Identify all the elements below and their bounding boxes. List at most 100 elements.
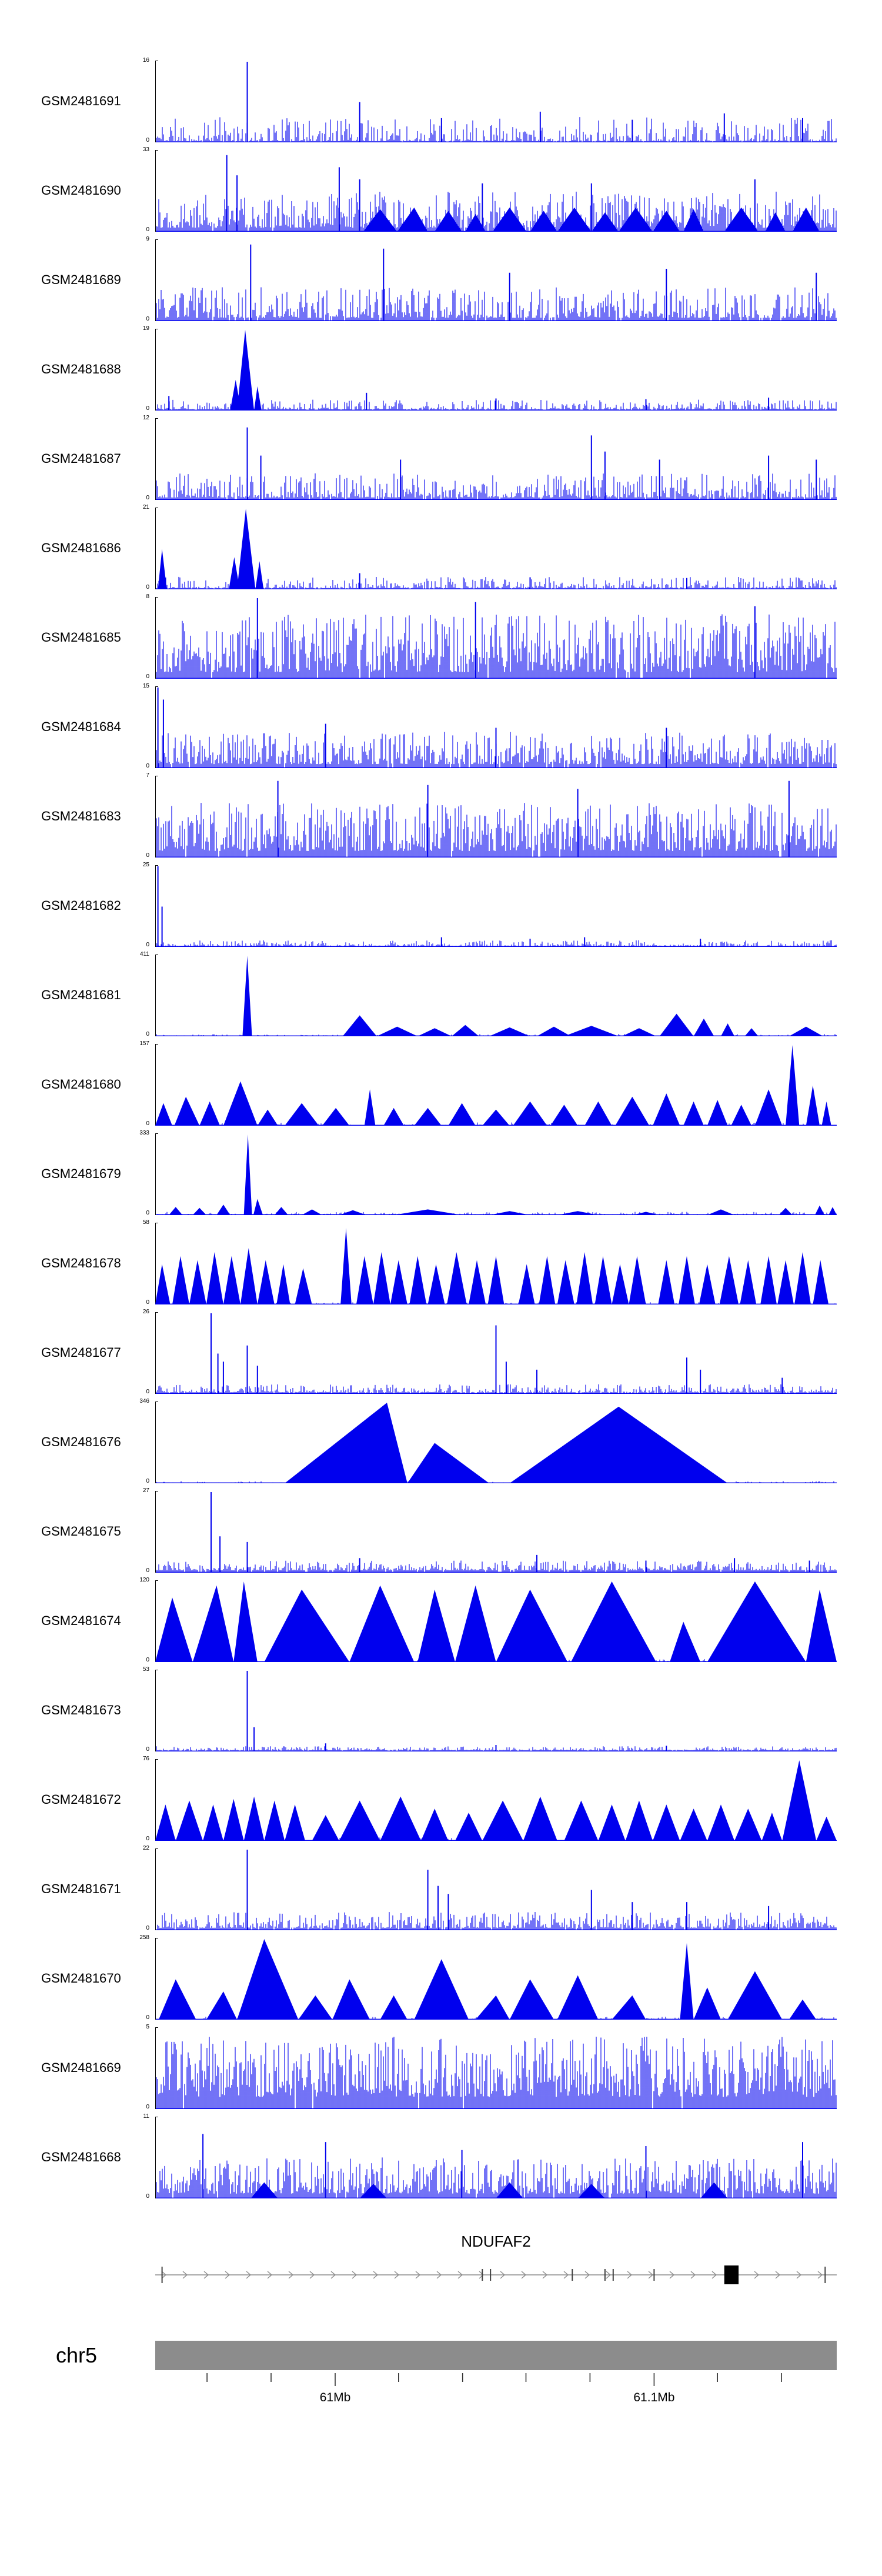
track-ymin-label: 0 bbox=[146, 942, 149, 948]
track-ymin-label: 0 bbox=[146, 2104, 149, 2110]
track-ymin-label: 0 bbox=[146, 763, 149, 769]
coverage-track-row: GSM2481688 19 0 bbox=[0, 325, 882, 414]
strand-arrow-icon bbox=[457, 2271, 463, 2279]
track-ymax-label: 157 bbox=[139, 1040, 149, 1047]
strand-arrow-icon bbox=[606, 2271, 612, 2279]
strand-arrow-icon bbox=[225, 2271, 230, 2279]
track-ymin-label: 0 bbox=[146, 316, 149, 322]
coverage-track-row: GSM2481684 15 0 bbox=[0, 682, 882, 772]
genome-axis: 61Mb 61.1Mb bbox=[206, 2373, 782, 2404]
track-ymax-label: 25 bbox=[142, 862, 149, 868]
sample-label: GSM2481680 bbox=[41, 1077, 121, 1092]
track-ymin-label: 0 bbox=[146, 1746, 149, 1753]
track-ymin-label: 0 bbox=[146, 137, 149, 144]
coverage-tracks: GSM2481691 16 0 GSM2481690 33 0 GSM2481689 9 0 GS… bbox=[0, 56, 882, 2202]
track-ymin-label: 0 bbox=[146, 2014, 149, 2021]
sample-label: GSM2481669 bbox=[41, 2060, 121, 2075]
coverage-plot bbox=[155, 1580, 837, 1662]
strand-arrow-icon bbox=[267, 2271, 273, 2279]
coverage-plot bbox=[155, 597, 837, 679]
coverage-track-row: GSM2481681 411 0 bbox=[0, 950, 882, 1040]
coverage-plot bbox=[155, 865, 837, 947]
sample-label: GSM2481676 bbox=[41, 1434, 121, 1449]
coverage-track-row: GSM2481683 7 0 bbox=[0, 772, 882, 861]
track-ymax-label: 346 bbox=[139, 1398, 149, 1404]
coverage-track-row: GSM2481677 26 0 bbox=[0, 1308, 882, 1397]
sample-label: GSM2481681 bbox=[41, 987, 121, 1002]
strand-arrow-icon bbox=[436, 2271, 442, 2279]
track-ymax-label: 15 bbox=[142, 683, 149, 689]
coverage-plot bbox=[155, 1670, 837, 1751]
sample-label: GSM2481677 bbox=[41, 1345, 121, 1360]
coverage-track-row: GSM2481680 157 0 bbox=[0, 1040, 882, 1129]
axis-tick-label: 61.1Mb bbox=[633, 2391, 674, 2404]
coverage-track-row: GSM2481669 5 0 bbox=[0, 2023, 882, 2113]
coverage-plot bbox=[155, 2117, 837, 2198]
strand-arrow-icon bbox=[796, 2271, 802, 2279]
sample-label: GSM2481685 bbox=[41, 630, 121, 645]
coverage-track-row: GSM2481671 22 0 bbox=[0, 1844, 882, 1934]
strand-arrow-icon bbox=[542, 2271, 548, 2279]
track-ymin-label: 0 bbox=[146, 226, 149, 233]
track-ymax-label: 58 bbox=[142, 1219, 149, 1226]
track-ymin-label: 0 bbox=[146, 1210, 149, 1216]
coverage-track-row: GSM2481685 8 0 bbox=[0, 593, 882, 682]
track-ymax-label: 26 bbox=[142, 1309, 149, 1315]
track-ymax-label: 7 bbox=[146, 772, 149, 779]
sample-label: GSM2481688 bbox=[41, 362, 121, 376]
axis-tick-label: 61Mb bbox=[320, 2391, 351, 2404]
sample-label: GSM2481691 bbox=[41, 94, 121, 108]
track-ymax-label: 33 bbox=[142, 146, 149, 153]
strand-arrow-icon bbox=[817, 2271, 823, 2279]
strand-arrow-icon bbox=[584, 2271, 590, 2279]
track-ymax-label: 27 bbox=[142, 1487, 149, 1494]
coverage-track-row: GSM2481686 21 0 bbox=[0, 503, 882, 593]
coverage-track-row: GSM2481676 346 0 bbox=[0, 1397, 882, 1487]
track-ymax-label: 8 bbox=[146, 593, 149, 600]
track-ymin-label: 0 bbox=[146, 2193, 149, 2200]
sample-label: GSM2481671 bbox=[41, 1881, 121, 1896]
track-ymax-label: 333 bbox=[139, 1130, 149, 1136]
strand-arrow-icon bbox=[648, 2271, 654, 2279]
gene-name: NDUFAF2 bbox=[461, 2233, 531, 2250]
sample-label: GSM2481668 bbox=[41, 2150, 121, 2164]
coverage-track-row: GSM2481689 9 0 bbox=[0, 235, 882, 325]
coverage-track-row: GSM2481672 76 0 bbox=[0, 1755, 882, 1844]
coverage-plot bbox=[155, 1848, 837, 1930]
chromosome-track: chr5 bbox=[0, 2338, 882, 2373]
track-ymax-label: 53 bbox=[142, 1666, 149, 1673]
coverage-plot bbox=[155, 955, 837, 1036]
coverage-plot bbox=[155, 61, 837, 142]
track-ymax-label: 12 bbox=[142, 415, 149, 421]
coverage-plot bbox=[155, 1223, 837, 1304]
coverage-plot bbox=[155, 1133, 837, 1215]
track-ymin-label: 0 bbox=[146, 1031, 149, 1037]
track-ymin-label: 0 bbox=[146, 405, 149, 412]
coverage-track-row: GSM2481674 120 0 bbox=[0, 1576, 882, 1666]
sample-label: GSM2481684 bbox=[41, 719, 121, 734]
coverage-plot bbox=[155, 1402, 837, 1483]
gene-track: NDUFAF2 bbox=[0, 2229, 882, 2305]
exon-box bbox=[724, 2265, 739, 2284]
track-ymin-label: 0 bbox=[146, 1120, 149, 1127]
coverage-plot bbox=[155, 329, 837, 411]
coverage-track-row: GSM2481675 27 0 bbox=[0, 1487, 882, 1576]
coverage-track-row: GSM2481668 11 0 bbox=[0, 2113, 882, 2202]
coverage-track-row: GSM2481690 33 0 bbox=[0, 146, 882, 235]
chromosome-ideogram bbox=[155, 2341, 837, 2370]
coverage-plot bbox=[155, 686, 837, 768]
strand-arrow-icon bbox=[521, 2271, 527, 2279]
sample-label: GSM2481690 bbox=[41, 183, 121, 198]
track-ymax-label: 411 bbox=[140, 951, 149, 957]
strand-arrow-icon bbox=[246, 2271, 252, 2279]
strand-arrow-icon bbox=[754, 2271, 760, 2279]
strand-arrow-icon bbox=[373, 2271, 379, 2279]
coverage-track-row: GSM2481670 258 0 bbox=[0, 1934, 882, 2023]
strand-arrow-icon bbox=[288, 2271, 294, 2279]
track-ymax-label: 9 bbox=[146, 236, 149, 242]
coverage-plot bbox=[155, 1938, 837, 2020]
sample-label: GSM2481682 bbox=[41, 898, 121, 913]
coverage-plot bbox=[155, 2027, 837, 2109]
strand-arrow-icon bbox=[627, 2271, 633, 2279]
